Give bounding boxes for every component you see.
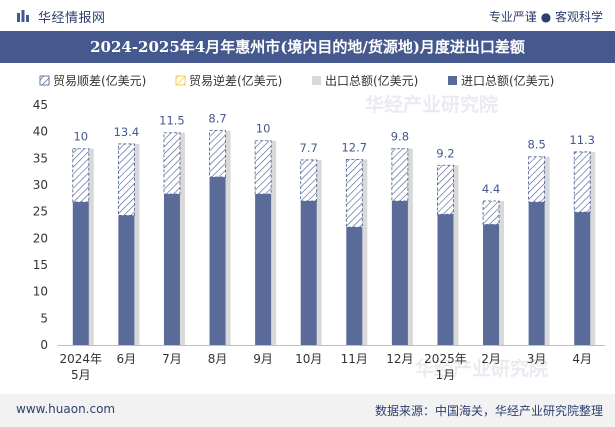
x-tick-label: 8月 bbox=[208, 352, 228, 366]
data-label: 8.7 bbox=[208, 112, 226, 126]
y-tick-label: 45 bbox=[33, 98, 48, 112]
x-tick-label: 2月 bbox=[481, 352, 501, 366]
data-label: 10 bbox=[256, 122, 271, 136]
footer: www.huaon.com 数据来源：中国海关，华经产业研究院整理 bbox=[0, 394, 615, 427]
import-bar bbox=[209, 177, 226, 345]
y-tick-label: 25 bbox=[33, 205, 48, 219]
data-label: 12.7 bbox=[341, 140, 367, 154]
import-bar bbox=[118, 215, 135, 345]
x-tick-label: 4月 bbox=[572, 352, 592, 366]
x-tick-label: 2024年 5月 bbox=[60, 352, 103, 382]
import-bar bbox=[528, 202, 545, 345]
top-bar: 华经情报网 专业严谨 ● 客观科学 bbox=[0, 0, 615, 30]
surplus-bar bbox=[209, 130, 226, 178]
watermark-text: 华经产业研究院 bbox=[365, 93, 498, 116]
footer-url: www.huaon.com bbox=[16, 402, 116, 416]
import-bar bbox=[346, 227, 363, 345]
import-bar bbox=[437, 214, 454, 345]
legend: 贸易顺差(亿美元) 贸易逆差(亿美元) 出口总额(亿美元) 进口总额(亿美元) bbox=[39, 73, 554, 88]
surplus-bar bbox=[482, 200, 500, 225]
tagline: 专业严谨 ● 客观科学 bbox=[488, 10, 603, 24]
legend-label-4: 进口总额(亿美元) bbox=[461, 73, 554, 88]
x-tick-label: 10月 bbox=[295, 352, 322, 366]
data-label: 13.4 bbox=[114, 125, 140, 139]
surplus-bar bbox=[300, 159, 318, 202]
logo-icon bbox=[17, 10, 29, 22]
import-bar bbox=[391, 201, 408, 345]
import-bar bbox=[300, 201, 317, 345]
legend-swatch-2 bbox=[175, 75, 186, 86]
data-label: 10 bbox=[73, 130, 88, 144]
data-label: 4.4 bbox=[482, 182, 500, 196]
x-tick-label: 9月 bbox=[253, 352, 273, 366]
chart-title: 2024-2025年4月年惠州市(境内目的地/货源地)月度进出口差额 bbox=[0, 31, 615, 63]
legend-swatch-1 bbox=[39, 75, 50, 86]
legend-label-1: 贸易顺差(亿美元) bbox=[53, 73, 146, 88]
data-label: 7.7 bbox=[300, 141, 318, 155]
import-bar bbox=[255, 194, 272, 345]
legend-label-3: 出口总额(亿美元) bbox=[325, 73, 418, 88]
bars bbox=[72, 130, 596, 345]
y-tick-label: 35 bbox=[33, 151, 48, 165]
surplus-bar bbox=[345, 159, 363, 228]
x-tick-label: 3月 bbox=[527, 352, 547, 366]
watermark-text-2: 华经产业研究院 bbox=[415, 357, 548, 380]
footer-source: 数据来源：中国海关，华经产业研究院整理 bbox=[374, 404, 603, 418]
legend-swatch-3 bbox=[312, 76, 321, 85]
y-tick-label: 0 bbox=[40, 338, 48, 352]
data-labels: 10 13.4 11.5 8.7 10 7.7 12.7 9.8 9.2 4.4 8.5 11.3 bbox=[73, 112, 595, 196]
import-bar bbox=[483, 224, 500, 345]
import-bar bbox=[574, 212, 591, 345]
data-label: 11.5 bbox=[159, 114, 185, 128]
data-label: 9.8 bbox=[391, 130, 409, 144]
x-tick-label: 6月 bbox=[117, 352, 137, 366]
x-axis: 2024年 5月 6月 7月 8月 9月 10月 11月 12月 2025年 1月 2月 3月 4月 bbox=[58, 345, 605, 382]
y-tick-label: 10 bbox=[33, 285, 48, 299]
data-label: 8.5 bbox=[527, 138, 545, 152]
y-tick-label: 30 bbox=[33, 178, 48, 192]
surplus-bar bbox=[391, 148, 409, 202]
data-label: 11.3 bbox=[569, 133, 595, 147]
x-tick-label: 2025年 1月 bbox=[424, 352, 467, 382]
y-tick-label: 5 bbox=[40, 311, 48, 325]
x-tick-label: 11月 bbox=[341, 352, 368, 366]
chart: 贸易顺差(亿美元) 贸易逆差(亿美元) 出口总额(亿美元) 进口总额(亿美元) 华经产… bbox=[33, 73, 605, 382]
surplus-bar bbox=[254, 140, 272, 195]
surplus-bar bbox=[72, 148, 90, 203]
brand-name: 华经情报网 bbox=[38, 11, 106, 26]
data-label: 9.2 bbox=[436, 146, 454, 160]
legend-label-2: 贸易逆差(亿美元) bbox=[189, 73, 282, 88]
y-tick-label: 20 bbox=[33, 231, 48, 245]
import-bar bbox=[163, 194, 180, 345]
y-axis: 0 5 10 15 20 25 30 35 40 45 bbox=[33, 98, 48, 352]
surplus-bar bbox=[573, 151, 591, 213]
surplus-bar bbox=[437, 164, 454, 215]
x-tick-label: 7月 bbox=[162, 352, 182, 366]
x-tick-label: 12月 bbox=[386, 352, 413, 366]
surplus-bar bbox=[163, 132, 181, 195]
y-tick-label: 15 bbox=[33, 258, 48, 272]
import-bar bbox=[72, 202, 89, 345]
y-tick-label: 40 bbox=[33, 125, 48, 139]
surplus-bar bbox=[117, 143, 135, 216]
surplus-bar bbox=[528, 156, 546, 203]
legend-swatch-4 bbox=[448, 76, 457, 85]
